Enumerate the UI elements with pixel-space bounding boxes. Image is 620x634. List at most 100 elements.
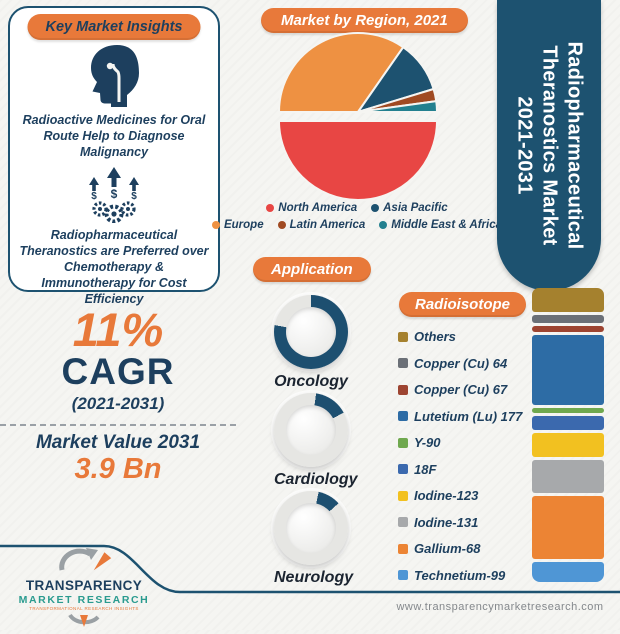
legend-label: Technetium-99 [414, 567, 506, 583]
legend-dot-icon [371, 204, 380, 212]
legend-label: Copper (Cu) 64 [414, 355, 508, 371]
radioisotope-legend-item-y-90: Y-90 [398, 435, 530, 450]
market-title-banner: Radiopharmaceutical Theranostics Market … [497, 0, 601, 291]
legend-swatch-icon [398, 411, 408, 421]
svg-text:$: $ [91, 191, 97, 202]
legend-dot-icon [379, 221, 388, 229]
pie-legend-row: North America Asia Pacific [266, 202, 448, 214]
cagr-period: (2021-2031) [71, 393, 165, 413]
pie-legend-item-europe: Europe [211, 219, 264, 231]
legend-swatch-icon [398, 570, 408, 580]
bar-segment-iodine-131 [532, 460, 604, 493]
application-donut-list: Oncology Cardiology Neurology [274, 295, 358, 589]
radioisotope-legend-item-iodine-123: Iodine-123 [398, 488, 530, 503]
legend-label: Y-90 [414, 435, 441, 450]
radioisotope-legend-item-18f: 18F [398, 462, 530, 477]
stats-divider [0, 423, 236, 426]
legend-label: Latin America [289, 219, 366, 231]
oncology-donut-chart [274, 295, 348, 369]
legend-label: Middle East & Africa [391, 219, 503, 231]
key-insights-header: Key Market Insights [27, 14, 201, 40]
bar-segment-y-90 [532, 408, 604, 413]
bar-segment-copper-cu-64 [532, 315, 604, 323]
svg-text:$: $ [131, 191, 137, 202]
tmr-logo: TRANSPARENCY MARKET RESEARCH TRANSFORMAT… [18, 548, 150, 634]
application-item-neurology: Neurology [274, 491, 354, 589]
legend-swatch-icon [398, 358, 408, 368]
bar-segment-iodine-123 [532, 433, 604, 457]
pie-legend-item-asia-pacific: Asia Pacific [371, 202, 448, 214]
radioisotope-section-title: Radioisotope [399, 292, 527, 317]
application-item-oncology: Oncology [274, 295, 348, 393]
legend-label: Iodine-131 [414, 514, 479, 530]
radioisotope-legend-item-gallium-68: Gallium-68 [398, 541, 530, 556]
bar-segment-lutetium-lu-177 [532, 335, 604, 405]
key-insights-panel: Key Market Insights Radioactive Medicine… [8, 6, 220, 306]
bar-segment-others [532, 288, 604, 312]
neurology-label: Neurology [274, 569, 354, 586]
radioisotope-legend-item-copper-cu-64: Copper (Cu) 64 [398, 356, 530, 371]
legend-label: Lutetium (Lu) 177 [414, 408, 523, 424]
pie-legend-item-middle-east-africa: Middle East & Africa [379, 219, 502, 231]
market-value: 3.9 Bn [74, 452, 162, 485]
cagr-label: CAGR [61, 351, 175, 392]
svg-text:$: $ [111, 187, 118, 201]
radioisotope-legend-item-copper-cu-67: Copper (Cu) 67 [398, 382, 530, 397]
head-throat-icon [91, 45, 139, 107]
radioisotope-legend-item-lutetium-lu-177: Lutetium (Lu) 177 [398, 409, 530, 424]
pie-slice-middle-east-africa [357, 100, 439, 113]
legend-label: Gallium-68 [414, 541, 481, 556]
tmr-logo-arrow-down-icon [68, 613, 100, 627]
oncology-label: Oncology [274, 373, 348, 390]
legend-swatch-icon [398, 331, 408, 342]
region-pie-chart [278, 32, 439, 201]
tmr-logo-name2: MARKET RESEARCH [18, 593, 150, 606]
legend-swatch-icon [398, 490, 408, 501]
pie-legend-item-north-america: North America [266, 202, 357, 214]
cardiology-donut-chart [274, 393, 348, 467]
insight-text-2: Radiopharmaceutical Theranostics are Pre… [19, 228, 209, 306]
legend-label: Others [414, 329, 456, 344]
legend-label: North America [278, 202, 358, 214]
legend-label: Asia Pacific [383, 202, 448, 214]
legend-swatch-icon [398, 543, 408, 554]
region-chart-title: Market by Region, 2021 [261, 8, 468, 33]
legend-dot-icon [266, 204, 275, 212]
bar-segment-gallium-68 [532, 496, 604, 559]
radioisotope-legend-item-others: Others [398, 329, 530, 344]
legend-dot-icon [211, 221, 220, 229]
market-value-label: Market Value 2031 [35, 431, 201, 453]
website-url: www.transparencymarketresearch.com [396, 601, 604, 613]
radioisotope-legend-item-technetium-99: Technetium-99 [398, 568, 530, 583]
neurology-donut-chart [274, 491, 348, 565]
pie-slice-europe [278, 32, 405, 113]
tmr-logo-tagline: TRANSFORMATIONAL RESEARCH INSIGHTS [29, 606, 139, 612]
bar-segment-technetium-99 [532, 562, 604, 582]
bar-segment-copper-cu-67 [532, 326, 604, 332]
pie-slice-north-america [278, 120, 438, 201]
region-pie-legend: North America Asia Pacific Europe Latin Ame… [211, 202, 502, 231]
cagr-value: 11% [72, 303, 164, 356]
legend-label: Europe [223, 219, 264, 231]
legend-swatch-icon [398, 517, 408, 527]
pie-legend-item-latin-america: Latin America [277, 219, 366, 231]
pie-legend-row: Europe Latin America Middle East & Africa [211, 219, 502, 231]
bar-segment-18f [532, 416, 604, 430]
legend-swatch-icon [398, 464, 408, 474]
legend-swatch-icon [398, 437, 408, 448]
legend-dot-icon [277, 221, 286, 229]
tmr-logo-name1: TRANSPARENCY [25, 578, 143, 593]
legend-swatch-icon [398, 384, 408, 395]
radioisotope-legend-item-iodine-131: Iodine-131 [398, 515, 530, 530]
market-title-text: Radiopharmaceutical Theranostics Market … [513, 41, 586, 250]
legend-label: Iodine-123 [414, 488, 479, 503]
application-item-cardiology: Cardiology [274, 393, 358, 491]
stats-block: 11% CAGR (2021-2031) Market Value 2031 3… [0, 306, 236, 486]
tmr-logo-arrows-icon [59, 548, 112, 571]
application-section-title: Application [253, 257, 371, 282]
dollar-gears-icon: $ $ $ [89, 167, 139, 223]
cardiology-label: Cardiology [274, 471, 358, 488]
insight-text-1: Radioactive Medicines for Oral Route Hel… [22, 113, 206, 159]
legend-label: 18F [414, 461, 437, 477]
legend-label: Copper (Cu) 67 [414, 382, 508, 397]
